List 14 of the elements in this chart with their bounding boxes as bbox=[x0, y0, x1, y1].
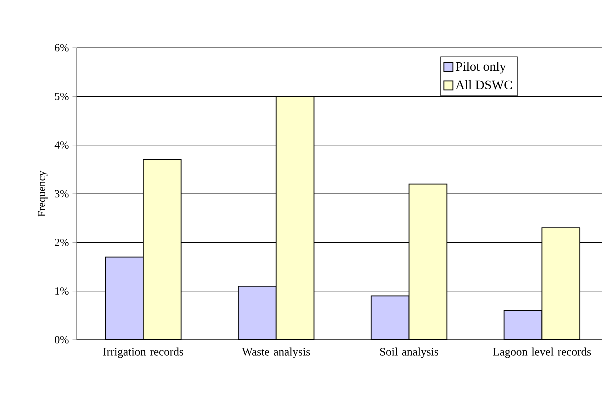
legend-label: All DSWC bbox=[456, 80, 512, 90]
y-tick-label: 4% bbox=[54, 142, 69, 150]
legend-label: Pilot only bbox=[456, 62, 506, 74]
y-tick-label: 6% bbox=[55, 44, 69, 52]
y-tick-label: 2% bbox=[55, 238, 69, 246]
y-axis-title: Frequency bbox=[38, 170, 48, 217]
x-tick-label: Waste analysis bbox=[242, 348, 310, 358]
y-tick-label: 0% bbox=[55, 336, 69, 344]
x-tick-label: Soil analysis bbox=[380, 348, 438, 358]
y-tick-label: 3% bbox=[55, 190, 69, 198]
y-tick-label: 5% bbox=[55, 92, 69, 100]
y-tick-label: 1% bbox=[56, 288, 69, 296]
x-tick-label: Irrigation records bbox=[103, 348, 184, 358]
x-tick-label: Lagoon level records bbox=[493, 348, 592, 358]
